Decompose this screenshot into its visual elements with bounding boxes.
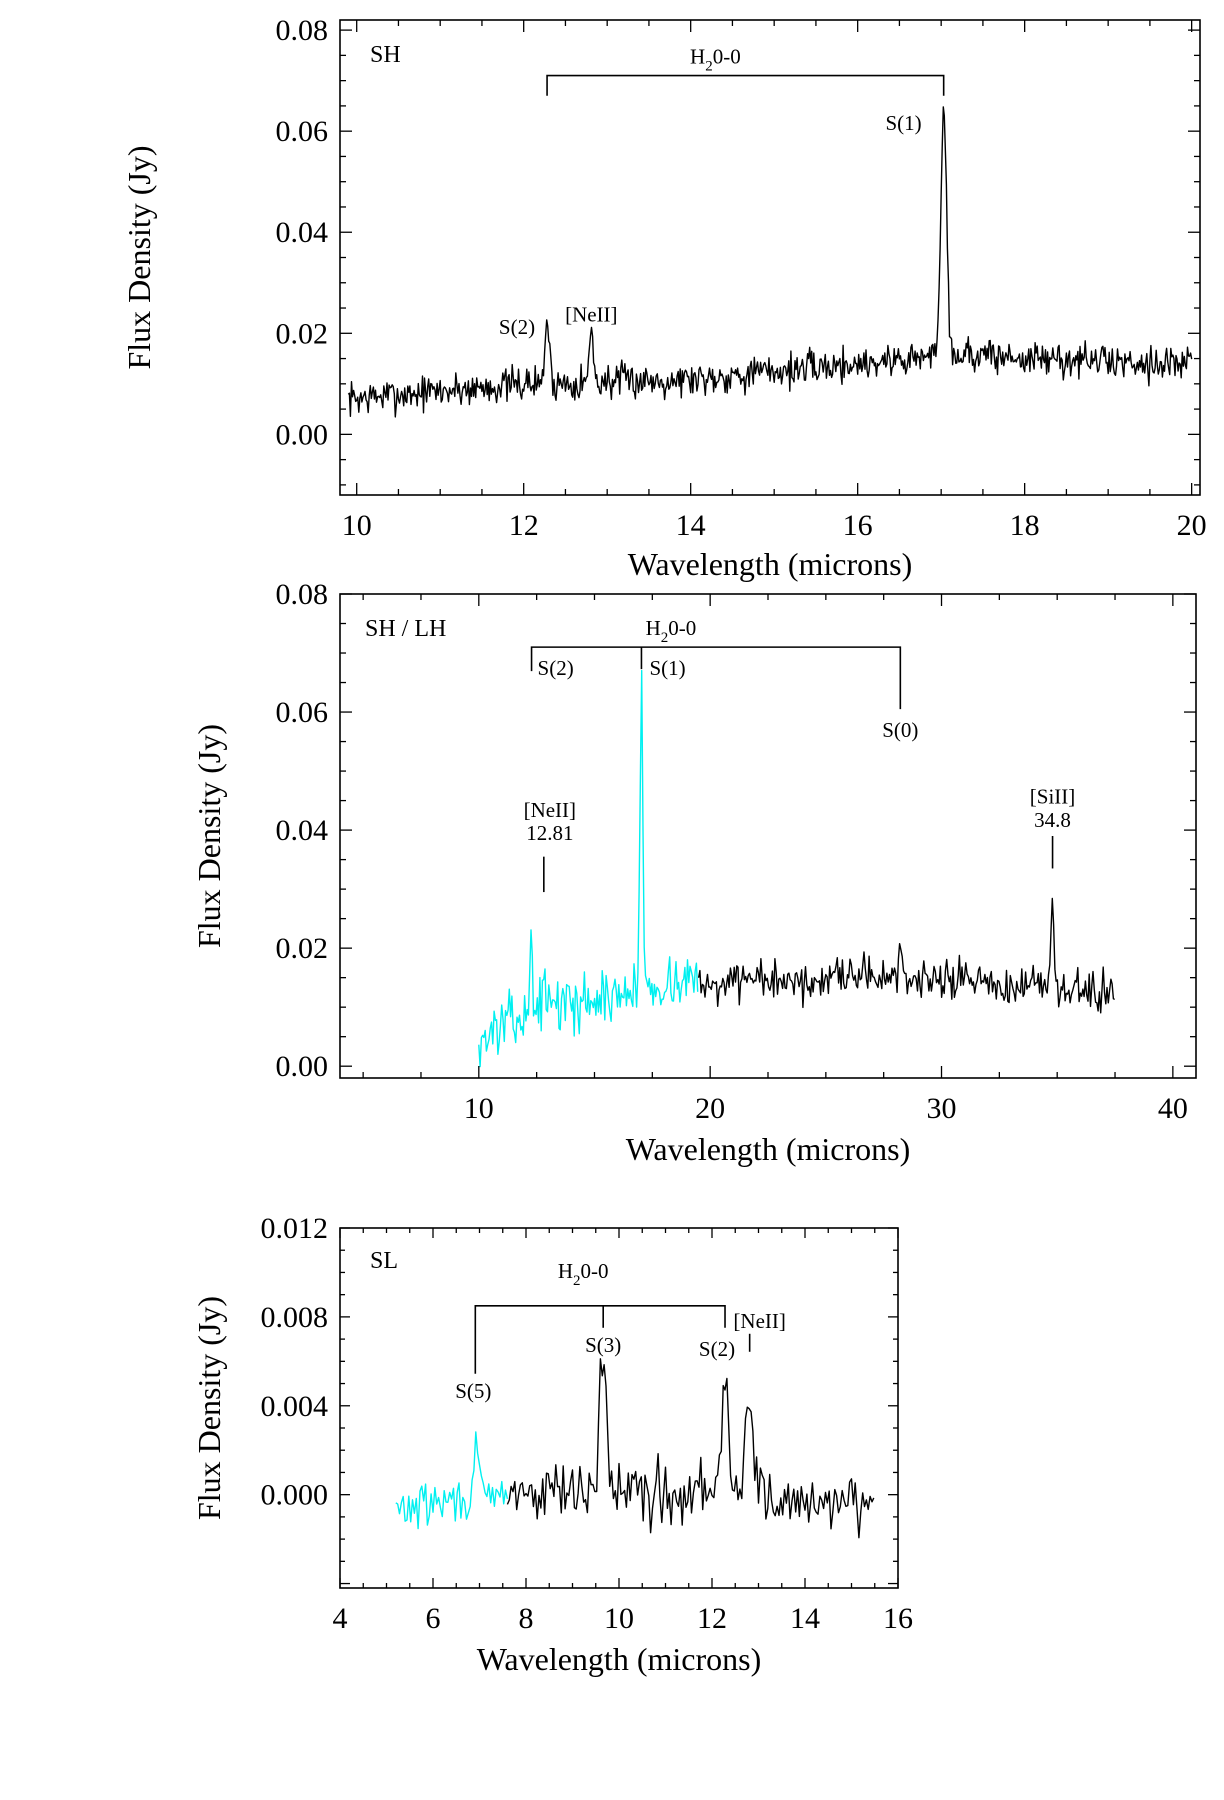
spectrum-series-1	[697, 897, 1115, 1014]
x-tick-label: 14	[676, 509, 706, 542]
plot-frame	[339, 19, 1201, 496]
plot-frame	[339, 593, 1197, 1079]
x-tick-label: 20	[1177, 509, 1207, 542]
annotation-s3: S(3)	[585, 1333, 621, 1357]
annotation-s2: S(2)	[699, 1337, 735, 1361]
x-tick-label: 10	[342, 509, 372, 542]
x-axis-title: Wavelength (microns)	[628, 546, 912, 582]
y-axis-title: Flux Density (Jy)	[191, 724, 227, 948]
spectrum-series-0	[347, 106, 1193, 418]
y-axis-title: Flux Density (Jy)	[191, 1296, 227, 1520]
bracket-label-main: H	[646, 616, 661, 640]
panel-sh: 10 12 14 16 18 20 0.00 0.02 0.04 0.06 0.08 Waveleng…	[121, 14, 1207, 582]
y-tick-label: 0.012	[261, 1212, 329, 1245]
panel-sh-lh: 10 20 30 40 0.00 0.02 0.04 0.06 0.08 Wavelength (…	[191, 578, 1197, 1167]
x-tick-label: 16	[883, 1602, 913, 1635]
x-axis-title: Wavelength (microns)	[626, 1131, 910, 1167]
y-tick-label: 0.00	[276, 418, 329, 451]
annotation-siii-wavelength: 34.8	[1034, 808, 1071, 832]
bracket-label-rest: 0-0	[713, 45, 741, 69]
y-axis-title: Flux Density (Jy)	[121, 146, 157, 370]
y-tick-label: 0.08	[276, 578, 329, 611]
y-tick-label: 0.04	[276, 814, 329, 847]
annotation-neii: [NeII]	[733, 1309, 785, 1333]
x-tick-label: 10	[604, 1602, 634, 1635]
h2-bracket	[474, 1304, 726, 1374]
y-tick-label: 0.02	[276, 932, 329, 965]
x-tick-label: 16	[843, 509, 873, 542]
y-tick-label: 0.06	[276, 696, 329, 729]
x-tick-label: 6	[426, 1602, 441, 1635]
y-tick-label: 0.08	[276, 14, 329, 47]
x-tick-label: 12	[509, 509, 539, 542]
bracket-label-rest: 0-0	[581, 1259, 609, 1283]
y-tick-label: 0.00	[276, 1050, 329, 1083]
annotation-siii: [SiII]	[1030, 785, 1076, 809]
x-tick-label: 18	[1010, 509, 1040, 542]
annotation-neii: [NeII]	[524, 798, 576, 822]
annotation-s2: S(2)	[538, 656, 574, 680]
bracket-label-main: H	[690, 45, 705, 69]
x-tick-label: 40	[1158, 1092, 1188, 1125]
x-axis-title: Wavelength (microns)	[477, 1641, 761, 1677]
panel-label: SL	[370, 1248, 398, 1274]
bracket-label-sub: 2	[661, 630, 669, 646]
y-tick-label: 0.04	[276, 216, 329, 249]
y-tick-label: 0.02	[276, 317, 329, 350]
bracket-label: H20-0	[690, 45, 741, 75]
bracket-label: H20-0	[646, 616, 697, 646]
annotation-s5: S(5)	[455, 1379, 491, 1403]
annotation-s1: S(1)	[885, 111, 921, 135]
annotation-s1: S(1)	[649, 656, 685, 680]
bracket-label-rest: 0-0	[668, 616, 696, 640]
x-tick-label: 30	[927, 1092, 957, 1125]
annotation-neii: [NeII]	[565, 302, 617, 326]
x-tick-label: 14	[790, 1602, 820, 1635]
bracket-label: H20-0	[558, 1259, 609, 1289]
spectrum-series-0	[478, 669, 699, 1068]
x-tick-label: 20	[695, 1092, 725, 1125]
panel-label: SH	[370, 42, 401, 68]
annotation-neii-wavelength: 12.81	[526, 821, 573, 845]
y-tick-label: 0.06	[276, 115, 329, 148]
x-tick-label: 10	[464, 1092, 494, 1125]
y-tick-label: 0.004	[261, 1390, 329, 1423]
bracket-label-sub: 2	[705, 59, 713, 75]
panel-sl: 4 6 8 10 12 14 16 0.000 0.004 0.008 0.012 Wavelengt…	[191, 1212, 913, 1677]
x-tick-label: 8	[519, 1602, 534, 1635]
spectrum-series-1	[506, 1358, 875, 1539]
x-tick-label: 4	[333, 1602, 348, 1635]
y-tick-label: 0.008	[261, 1301, 329, 1334]
x-tick-label: 12	[697, 1602, 727, 1635]
plot-frame	[339, 1227, 899, 1589]
y-tick-label: 0.000	[261, 1479, 329, 1512]
bracket-label-main: H	[558, 1259, 573, 1283]
bracket-label-sub: 2	[573, 1273, 581, 1289]
h2-bracket	[530, 646, 902, 710]
h2-bracket	[546, 74, 945, 96]
spectrum-series-0	[395, 1431, 509, 1530]
annotation-s2: S(2)	[499, 315, 535, 339]
panel-label: SH / LH	[365, 616, 446, 642]
annotation-s0: S(0)	[882, 718, 918, 742]
